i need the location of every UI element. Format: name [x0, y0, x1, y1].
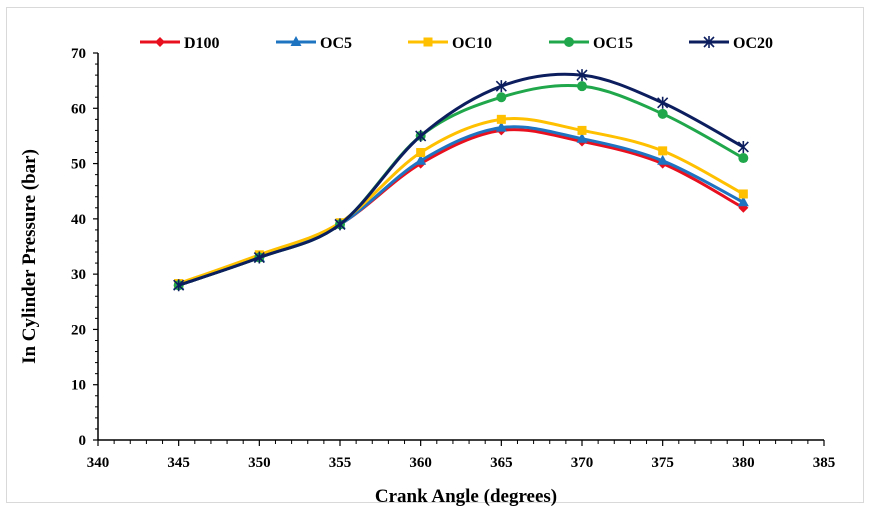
legend-marker-oc5: [290, 36, 302, 46]
legend-marker-oc20: [703, 36, 715, 48]
y-tick-label: 40: [71, 212, 86, 228]
series-line-oc10: [178, 117, 745, 285]
data-point-oc10: [738, 189, 748, 199]
data-point-oc20: [657, 96, 669, 109]
data-point-oc20: [495, 80, 507, 93]
x-tick-label: 370: [571, 455, 594, 471]
data-point-oc20: [576, 69, 588, 82]
legend-label-oc10: OC10: [452, 35, 492, 52]
x-tick-label: 345: [167, 455, 190, 471]
series-line-oc20: [178, 72, 745, 287]
x-tick-label: 340: [87, 455, 110, 471]
data-point-oc5: [737, 196, 749, 207]
data-point-oc10: [658, 146, 668, 156]
legend-label-oc20: OC20: [733, 35, 773, 52]
x-axis-title: Crank Angle (degrees): [375, 486, 557, 507]
x-tick-label: 360: [409, 455, 432, 471]
y-tick-label: 70: [71, 46, 86, 62]
data-point-oc5: [576, 132, 588, 143]
data-point-oc15: [496, 92, 507, 103]
y-tick-label: 50: [71, 157, 86, 173]
y-tick-label: 20: [71, 322, 86, 338]
y-axis-title: In Cylinder Pressure (bar): [19, 149, 40, 364]
data-point-oc5: [415, 154, 427, 165]
data-point-oc20: [334, 218, 346, 231]
y-tick-label: 0: [79, 433, 87, 449]
legend-label-oc5: OC5: [320, 35, 352, 52]
data-point-oc5: [495, 121, 507, 132]
x-tick-label: 365: [490, 455, 513, 471]
data-point-oc5: [657, 154, 669, 165]
y-tick-label: 10: [71, 378, 86, 394]
x-tick-label: 375: [651, 455, 674, 471]
data-point-oc20: [737, 140, 749, 153]
data-point-oc10: [577, 125, 587, 135]
x-tick-label: 350: [248, 455, 271, 471]
legend-label-oc15: OC15: [593, 35, 633, 52]
data-point-oc20: [415, 129, 427, 142]
data-point-oc10: [416, 148, 426, 158]
data-point-oc20: [253, 251, 265, 264]
chart-frame: [6, 7, 864, 503]
data-point-oc10: [496, 114, 506, 124]
y-tick-label: 60: [71, 101, 86, 117]
legend-marker-d100: [155, 37, 165, 47]
data-point-oc20: [173, 279, 185, 292]
x-tick-label: 380: [732, 455, 755, 471]
data-point-oc15: [577, 81, 587, 92]
legend-label-d100: D100: [184, 35, 220, 52]
y-tick-label: 30: [71, 267, 86, 283]
legend-marker-oc15: [564, 37, 574, 47]
data-point-oc15: [657, 108, 668, 119]
data-point-oc15: [738, 153, 749, 164]
legend-marker-oc10: [423, 37, 433, 47]
x-tick-label: 355: [329, 455, 352, 471]
x-tick-label: 385: [813, 455, 836, 471]
